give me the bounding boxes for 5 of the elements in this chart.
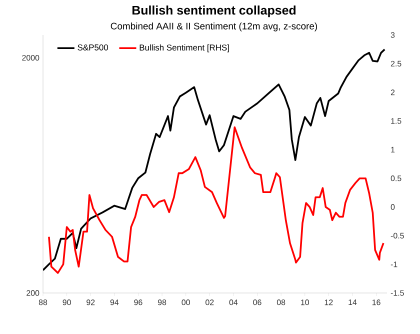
chart-subtitle: Combined AAII & II Sentiment (12m avg, z-score) [110,22,318,32]
chart-title: Bullish sentiment collapsed [132,6,296,18]
legend-label: Bullish Sentiment [RHS] [140,44,229,52]
line-series [48,126,384,274]
legend-label: S&P500 [78,44,108,50]
